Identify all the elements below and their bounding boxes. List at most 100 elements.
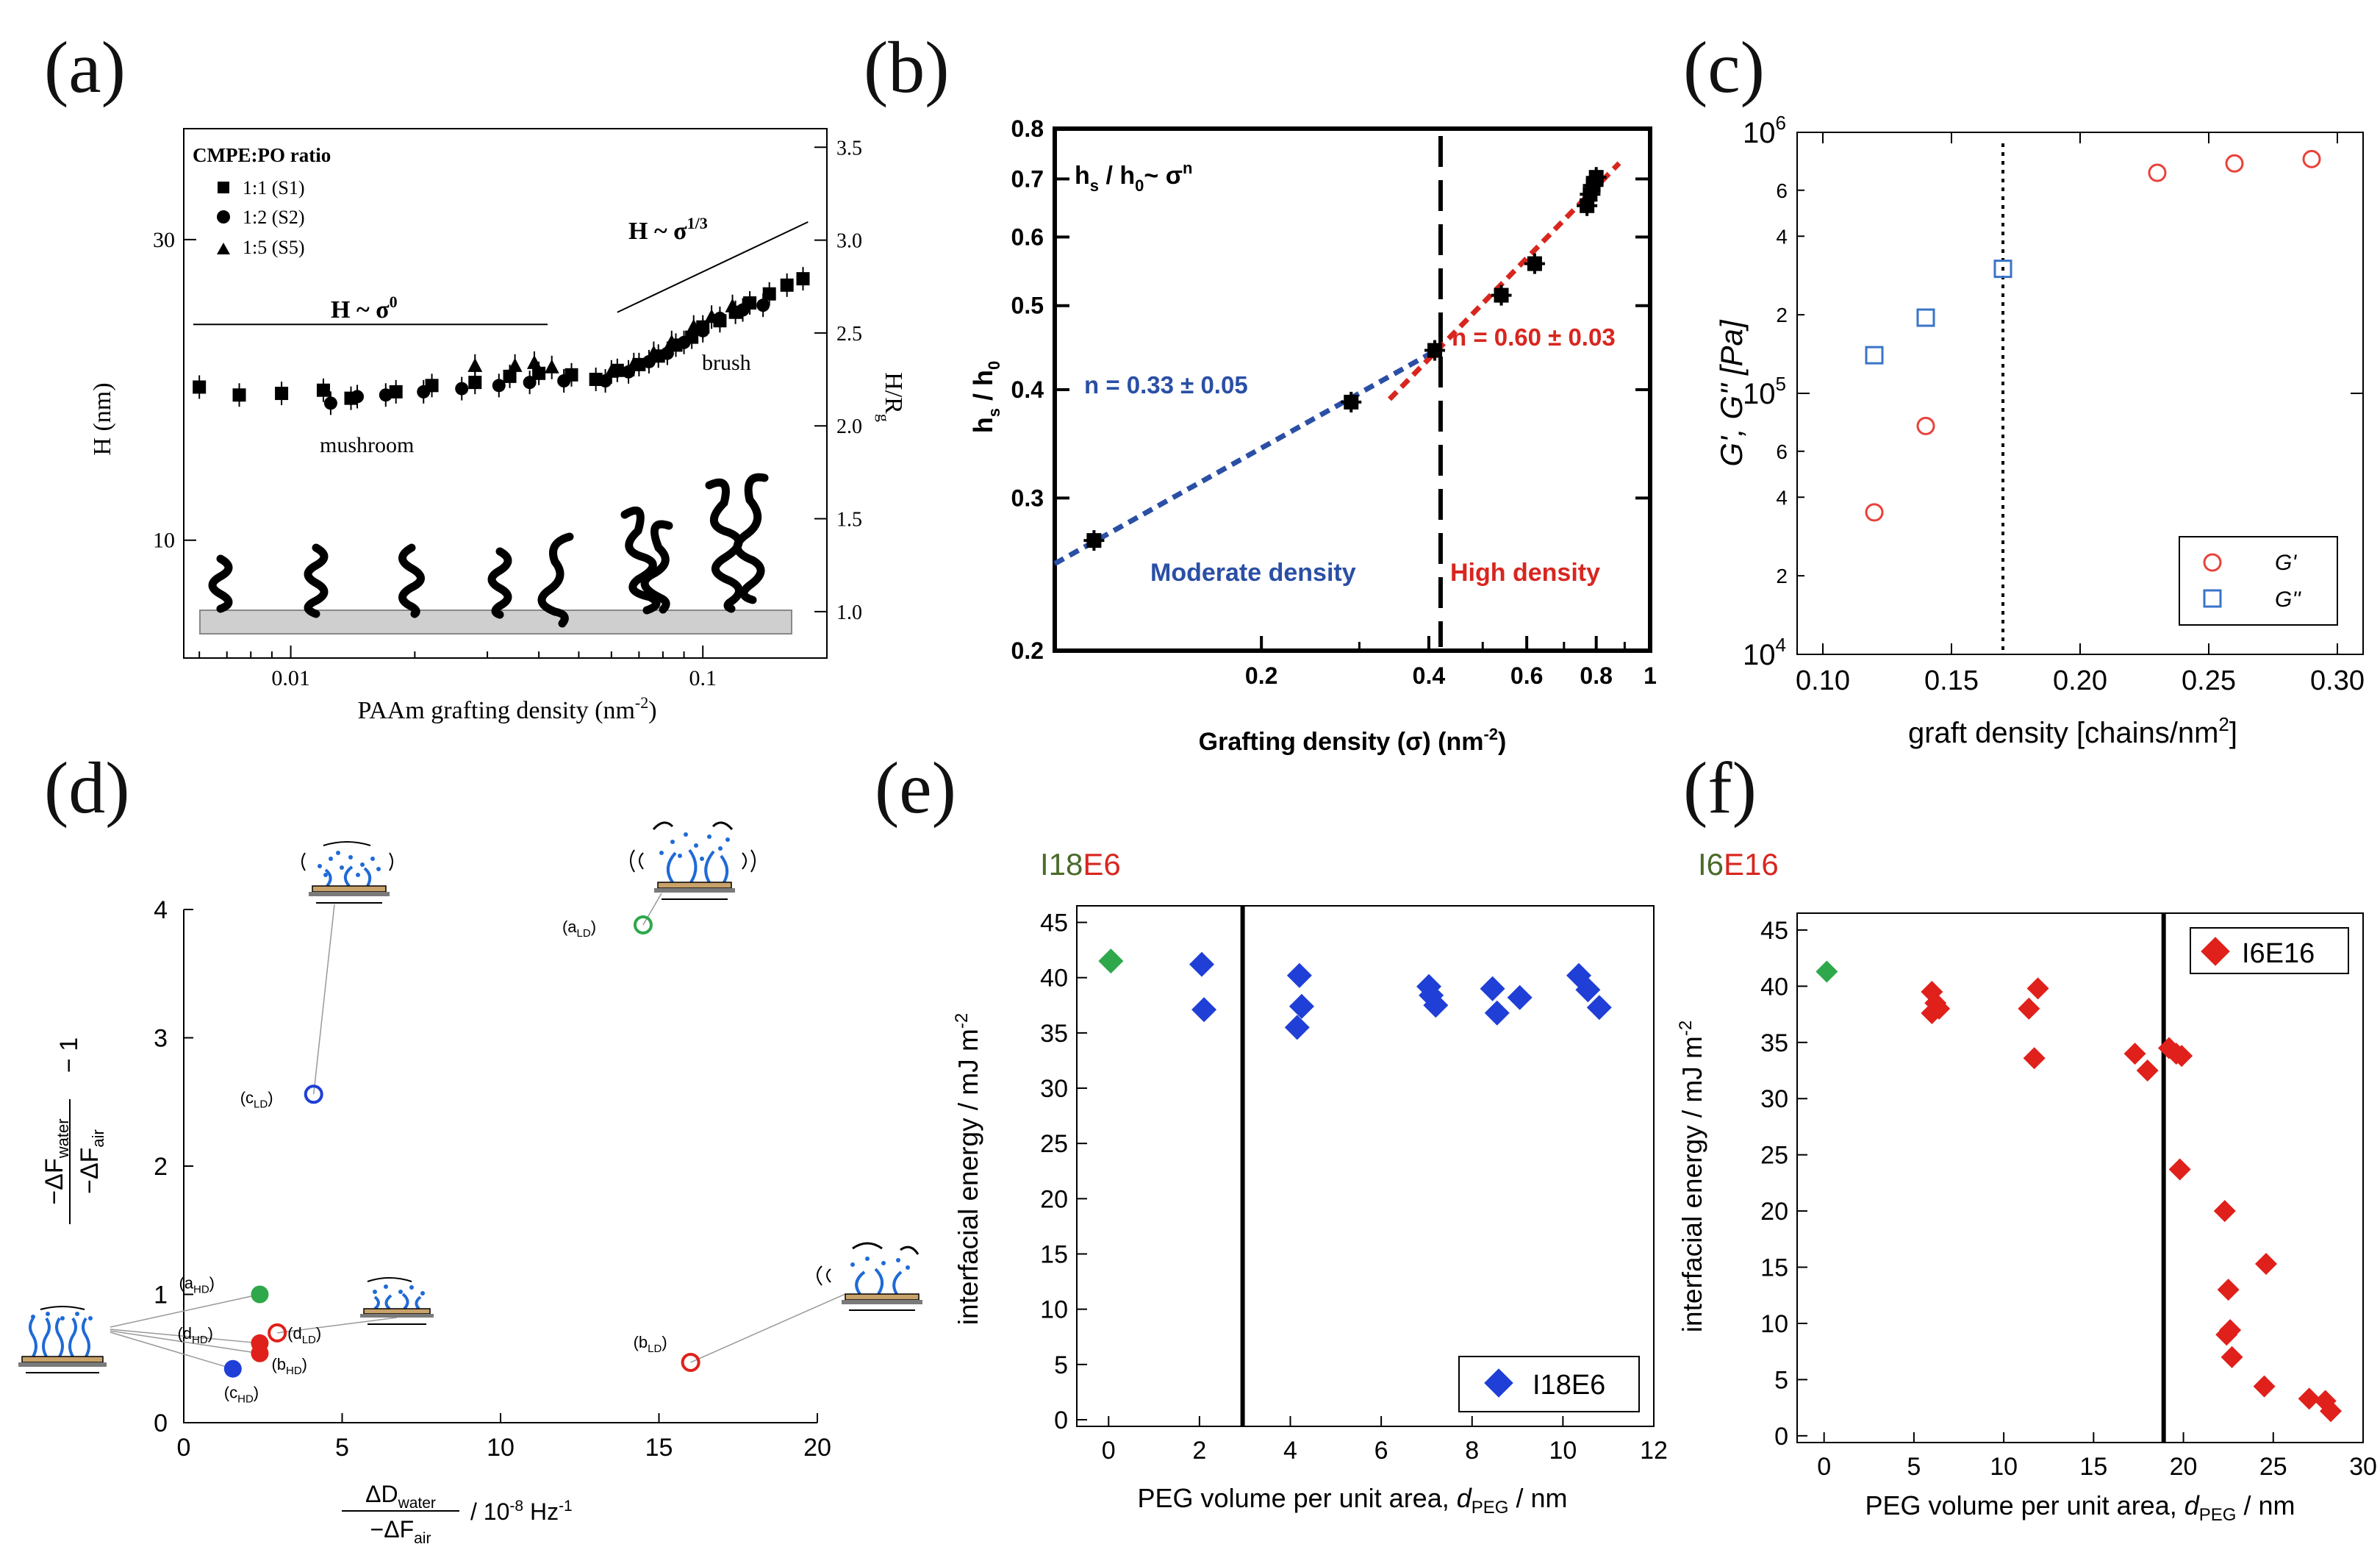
panel-d-point-label-bLD: (bLD) [634,1333,667,1355]
panel-f-ylabel: interfacial energy / mJ m-2 [1676,1021,1707,1332]
panel-a-legend-title: CMPE:PO ratio [193,144,331,166]
panel-c-ytick-minor-label: 4 [1776,486,1788,509]
panel-d-leader [110,1329,260,1344]
panel-a-point-s2 [677,335,691,349]
panel-a-point-s5 [603,363,619,378]
panel-b-xtick-label: 0.6 [1510,662,1543,689]
panel-d-ytick-label: 3 [154,1025,168,1053]
panel-f-ytick-label: 5 [1774,1366,1788,1394]
panel-f-point [2320,1400,2342,1423]
panel-f-ytick-label: 20 [1760,1198,1788,1226]
panel-d-leader [642,893,662,926]
panel-a-y2tick-label: 3.0 [836,230,862,253]
panel-d-point-bLD [681,1352,700,1372]
panel-a-point-s5 [626,356,642,371]
panel-b-ytick-label: 0.2 [1011,637,1044,664]
panel-d-ytick-label: 0 [154,1409,168,1437]
panel-b-letter: (b) [864,26,950,108]
panel-e-xtick-label: 8 [1465,1437,1479,1465]
panel-f: (f) I6E16 0 5 10 15 20 25 30 0 5 10 15 20 25 30 35 40 45… [1676,747,2377,1525]
panel-a-point-s2 [351,390,365,404]
panel-f-point [2298,1387,2320,1410]
panel-a-point-s1 [762,287,776,301]
panel-e-ylabel: interfacial energy / mJ m-2 [952,1013,983,1325]
panel-a-label-mushroom: mushroom [320,433,414,457]
panel-a-plot-area [183,128,828,659]
panel-a-point-s1 [389,385,403,398]
panel-b-point [1588,170,1604,185]
panel-e-title: I18E6 [1040,847,1121,882]
panel-c-legend-gprime-marker [2203,553,2222,572]
panel-b-ylabel: hs / h0 [968,361,1003,434]
panel-e-xtick-label: 6 [1374,1437,1388,1465]
panel-d-point-cLD [304,1084,323,1104]
panel-f-point [2026,977,2049,1000]
panel-f-xtick-label: 20 [2170,1453,2198,1481]
panel-e-ytick-label: 25 [1040,1130,1068,1158]
panel-c-point-gdoubleprime [1993,260,2012,279]
panel-f-ytick-label: 15 [1760,1254,1788,1282]
svg-text:−ΔFair: −ΔFair [370,1516,431,1544]
panel-f-letter: (f) [1683,747,1757,829]
panel-a-xtick-label: 0.01 [271,666,310,690]
panel-f-point [2136,1059,2159,1082]
panel-c-xtick-label: 0.30 [2310,665,2365,696]
panel-a-letter: (a) [44,26,126,108]
panel-f-xtick-label: 25 [2259,1453,2287,1481]
panel-f-legend-label: I6E16 [2242,938,2315,969]
panel-c-ytick-minor-label: 4 [1776,225,1788,248]
panel-a-legend-s2: 1:2 (S2) [243,207,305,228]
panel-a-point-s5 [646,345,662,360]
panel-d-leader [110,1332,234,1370]
panel-e-ticks: 0 2 4 6 8 10 12 0 5 10 15 20 25 30 35 40 45 [1040,909,1668,1465]
panel-a-legend-circle-marker [217,210,230,224]
panel-c-legend-gprime: G' [2275,551,2297,575]
panel-e-point [1423,993,1449,1018]
panel-f-xtick-label: 5 [1907,1453,1921,1481]
panel-e-point [1288,993,1314,1019]
svg-text:/ 10-8 Hz-1: / 10-8 Hz-1 [470,1498,573,1525]
panel-a-point-s2 [492,379,506,393]
panel-c-point-gdoubleprime [1865,346,1884,365]
panel-f-reference-point [1816,960,1838,983]
panel-c: (c) 0.10 0.15 0.20 0.25 0.30104105106246246 … [1683,26,2365,749]
panel-a-ytick-label: 10 [153,529,175,553]
panel-f-point [2253,1375,2276,1398]
panel-b: (b) 0.2 0.4 0.6 0.8 1 0.2 0.3 0.4 0.5 0.6 0.7 0.8 h… [864,26,1657,756]
panel-b-point [1527,256,1542,271]
svg-text:ΔDwater: ΔDwater [365,1481,436,1512]
panel-c-xtick-label: 0.20 [2053,665,2107,696]
panel-a-ticks: 0.01 0.1 10 30 1.0 1.5 2.0 2.5 3.0 3.5 [153,137,862,690]
panel-b-point [1494,287,1509,303]
panel-a-point-s1 [193,380,207,394]
panel-a-y2tick-label: 1.5 [836,509,862,532]
panel-f-plot-area [1796,912,2364,1443]
panel-e-legend-marker [1484,1368,1513,1398]
panel-c-point-gdoubleprime [1916,308,1935,327]
panel-b-ticks: 0.2 0.4 0.6 0.8 1 0.2 0.3 0.4 0.5 0.6 0.7 0.8 [1011,115,1657,689]
panel-a-ytick-label: 30 [153,228,175,252]
panel-a-y2tick-label: 1.0 [836,601,862,624]
panel-f-data-points [1816,960,2342,1423]
panel-a-xlabel: PAAm grafting density (nm-2) [357,693,656,724]
panel-c-letter: (c) [1683,26,1765,108]
panel-f-point [2018,997,2040,1020]
panel-e-xtick-label: 12 [1640,1437,1668,1465]
panel-c-point-gprime [2225,154,2244,173]
panel-f-point [1928,997,1951,1020]
panel-f-point [2123,1043,2146,1065]
panel-f-title: I6E16 [1698,847,1779,882]
panel-b-ytick-label: 0.7 [1011,165,1044,192]
panel-e-point [1189,951,1214,977]
panel-f-ytick-label: 30 [1760,1085,1788,1113]
panel-a-point-s2 [379,388,393,402]
panel-a: (a) 0.01 0.1 10 30 1.0 1.5 2.0 2.5 3.0 3.5 CMPE:P… [44,26,907,724]
panel-c-xlabel: graft density [chains/nm2] [1908,713,2237,749]
panel-a-legend-s5: 1:5 (S5) [243,237,305,258]
panel-c-ytick-minor-label: 2 [1776,565,1788,587]
panel-b-ytick-label: 0.4 [1011,376,1044,403]
panel-d-point-bHD [251,1344,269,1362]
panel-e-xtick-label: 10 [1549,1437,1577,1465]
panel-d-inset-cLD [301,841,393,904]
panel-e-xtick-label: 4 [1283,1437,1297,1465]
